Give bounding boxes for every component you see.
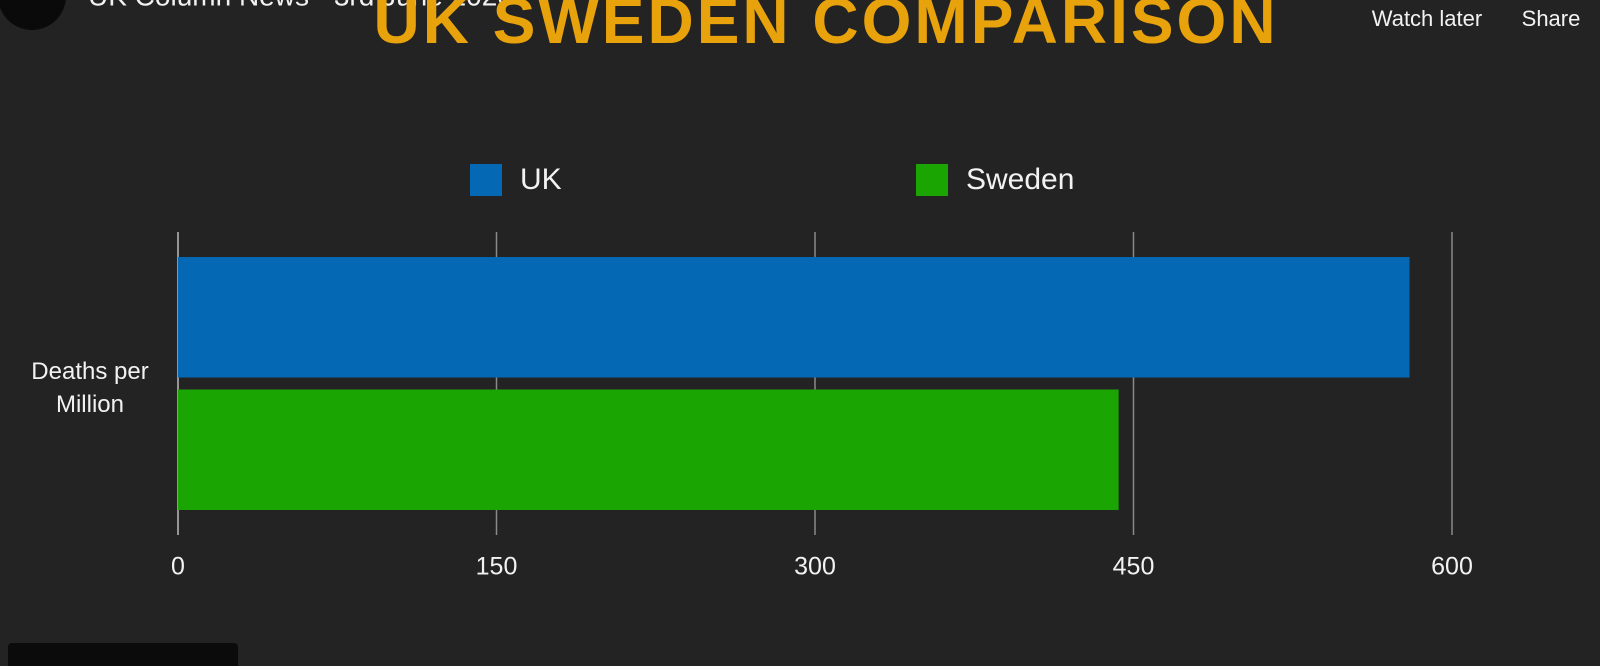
chart-title: UK SWEDEN COMPARISON bbox=[373, 0, 1278, 57]
overlay-panel bbox=[8, 643, 238, 666]
x-tick-label: 600 bbox=[1431, 553, 1473, 581]
legend-swatch bbox=[916, 164, 948, 196]
bar bbox=[178, 389, 1119, 510]
x-tick-label: 150 bbox=[476, 553, 518, 581]
bar bbox=[178, 257, 1410, 378]
x-tick-label: 450 bbox=[1113, 553, 1155, 581]
x-tick-label: 300 bbox=[794, 553, 836, 581]
legend-label: Sweden bbox=[966, 163, 1074, 196]
x-tick-label: 0 bbox=[171, 553, 185, 581]
category-label: Deaths per Million bbox=[31, 358, 149, 418]
video-title[interactable]: UK Column News - 3rd June 2020 bbox=[88, 0, 513, 11]
share-button[interactable]: Share bbox=[1522, 6, 1581, 31]
legend-swatch bbox=[470, 164, 502, 196]
watch-later-button[interactable]: Watch later bbox=[1372, 6, 1482, 31]
channel-avatar[interactable] bbox=[0, 0, 66, 30]
legend-label: UK bbox=[520, 163, 562, 196]
